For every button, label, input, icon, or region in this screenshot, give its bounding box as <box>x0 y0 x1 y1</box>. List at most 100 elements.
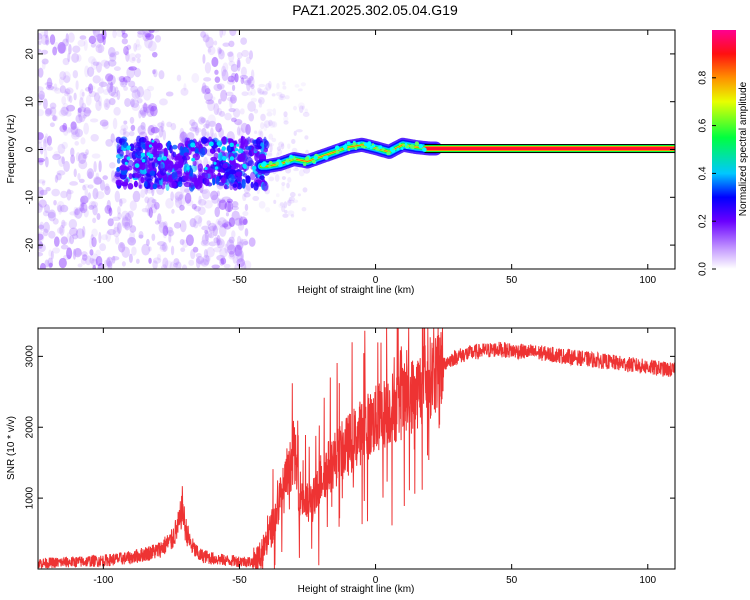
spectrogram-noise-blob <box>143 88 152 101</box>
spectrogram-band-dot <box>146 152 151 157</box>
spectrogram-noise-blob <box>183 83 187 91</box>
spectrogram-noise-blob <box>240 261 247 269</box>
spectrogram-noise-blob <box>124 212 131 222</box>
spectrogram-band-blob <box>116 158 121 164</box>
spectrogram-noise-blob <box>43 136 49 148</box>
spectrogram-noise-blob <box>175 261 182 269</box>
spectrogram-noise-blob <box>192 246 199 253</box>
spectrogram-noise-blob <box>47 257 54 269</box>
spectrogram-noise-blob <box>269 144 273 153</box>
spectrogram-noise-blob <box>250 97 258 103</box>
spectrogram-noise-blob <box>79 202 88 214</box>
spectrogram-noise-blob <box>53 236 60 247</box>
spectrogram-noise-blob <box>234 76 238 81</box>
spectrogram-noise-blob <box>77 263 83 268</box>
spectrogram-noise-blob <box>92 265 96 269</box>
spectrogram-noise-blob <box>119 77 128 88</box>
spectrogram-noise-blob <box>200 117 207 124</box>
spectrogram-noise-blob <box>165 91 174 97</box>
spectrogram-noise-blob <box>300 82 306 87</box>
snr-x-tick-label: -100 <box>93 575 113 586</box>
spectrogram-noise-blob <box>80 199 84 208</box>
spectrogram-noise-blob <box>298 105 304 114</box>
spectrogram-noise-blob <box>200 189 208 194</box>
spectrogram-noise-blob <box>48 230 56 239</box>
spectrogram-noise-blob <box>238 127 244 138</box>
spectrogram-noise-blob <box>77 107 82 113</box>
spectrogram-noise-blob <box>121 215 129 228</box>
spectrogram-noise-blob <box>215 218 220 231</box>
spectrogram-band-blob <box>114 170 121 178</box>
spectrogram-noise-blob <box>282 81 286 86</box>
spectrogram-noise-blob <box>201 85 210 95</box>
spectrogram-noise-blob <box>146 105 155 118</box>
spectrogram-noise-blob <box>297 193 301 197</box>
spectrogram-band-blob <box>149 170 156 176</box>
spectrogram-noise-blob <box>227 244 236 255</box>
spectrogram-band-dot <box>126 147 131 151</box>
spectrogram-noise-blob <box>248 113 255 122</box>
spectrogram-noise-blob <box>259 130 264 139</box>
spectrogram-band-blob <box>119 140 123 145</box>
spectrogram-noise-blob <box>231 205 239 211</box>
spectrogram-noise-blob <box>268 120 276 128</box>
spectrogram-noise-blob <box>302 187 308 193</box>
spectrogram-band-blob <box>229 169 237 175</box>
spectrogram-noise-blob <box>157 213 162 224</box>
spectrogram-noise-blob <box>162 242 168 252</box>
snr-x-tick-label: -50 <box>232 575 247 586</box>
spectrogram-noise-blob <box>224 200 234 213</box>
spectrogram-noise-blob <box>38 231 45 242</box>
spectrogram-noise-blob <box>131 246 137 256</box>
spectrogram-noise-blob <box>134 88 141 99</box>
spectrogram-band-blob <box>245 156 253 167</box>
spectrogram-band-blob <box>236 171 243 177</box>
spectrogram-band-blob <box>153 144 158 154</box>
spectrogram-band-blob <box>143 180 148 188</box>
spectrogram-noise-blob <box>279 93 286 98</box>
spectrogram-noise-blob <box>142 30 150 42</box>
spectrogram-band-blob <box>249 138 255 143</box>
spectrogram-ridge-dot <box>369 146 373 150</box>
spectrogram-noise-blob <box>112 255 116 264</box>
spectrogram-noise-blob <box>105 73 114 82</box>
spectrogram-noise-blob <box>143 106 152 114</box>
spectrogram-noise-blob <box>57 143 66 154</box>
spectrogram-noise-blob <box>188 259 195 266</box>
spectrogram-band-blob <box>128 173 133 180</box>
spectrogram-noise-blob <box>218 224 227 237</box>
spectrogram-noise-blob <box>207 45 216 56</box>
spectrogram-noise-blob <box>158 222 168 234</box>
spectrogram-band-blob <box>230 174 234 184</box>
spectrogram-band-blob <box>245 175 251 184</box>
spectrogram-noise-blob <box>103 98 110 111</box>
spectrogram-noise-blob <box>158 220 165 228</box>
spectrogram-noise-blob <box>123 120 128 125</box>
spectrogram-noise-blob <box>141 103 150 109</box>
spectrogram-noise-blob <box>92 30 101 37</box>
spectrogram-noise-blob <box>242 193 247 202</box>
spectrogram-noise-blob <box>98 231 102 244</box>
spectrogram-band-blob <box>185 170 189 181</box>
spectrogram-band-blob <box>172 144 178 150</box>
spectrogram-noise-blob <box>148 207 153 218</box>
spectrogram-noise-blob <box>52 115 57 122</box>
spectrogram-noise-blob <box>92 204 98 216</box>
spectrogram-band-blob <box>221 177 226 184</box>
spectrogram-noise-blob <box>77 39 86 47</box>
spectrogram-noise-blob <box>260 113 266 122</box>
spectrogram-band-blob <box>199 147 205 158</box>
spectrogram-noise-blob <box>38 179 46 184</box>
spectrogram-noise-blob <box>119 128 126 136</box>
spectrogram-noise-blob <box>165 197 174 209</box>
spectrogram-noise-blob <box>123 86 128 91</box>
spectrogram-noise-blob <box>116 222 122 234</box>
spectrogram-noise-blob <box>82 225 86 238</box>
spectrogram-noise-blob <box>190 249 196 260</box>
spectrogram-noise-blob <box>290 214 295 218</box>
spectrogram-noise-blob <box>240 77 245 85</box>
spectrogram-noise-blob <box>160 244 167 251</box>
spectrogram-noise-blob <box>79 97 84 109</box>
spectrogram-noise-blob <box>38 240 43 249</box>
spectrogram-noise-blob <box>147 124 155 136</box>
